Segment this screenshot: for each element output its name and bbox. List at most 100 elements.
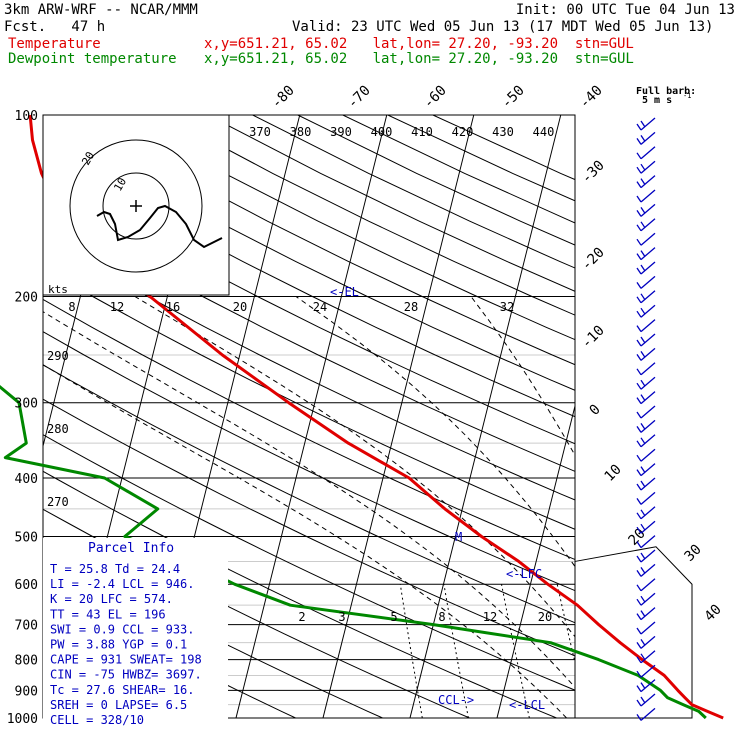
barb-staff bbox=[640, 290, 656, 304]
valid-time: Valid: 23 UTC Wed 05 Jun 13 (17 MDT Wed … bbox=[292, 19, 714, 35]
parcel-info-row: CIN = -75 HWBZ= 3697. bbox=[50, 668, 202, 682]
barb-flag bbox=[640, 480, 646, 488]
parcel-info-row: Tc = 27.6 SHEAR= 16. bbox=[50, 683, 195, 697]
barb-staff bbox=[640, 362, 656, 376]
theta-left-label: 280 bbox=[47, 422, 69, 436]
wind-barb bbox=[636, 506, 656, 520]
isotherm-line bbox=[322, 115, 475, 718]
isotherm-label: -20 bbox=[579, 245, 608, 274]
isotherm-label: 10 bbox=[602, 462, 625, 485]
moist-adiabat bbox=[43, 311, 575, 689]
barb-flag bbox=[636, 570, 642, 577]
barb-flag bbox=[640, 178, 646, 185]
barb-staff bbox=[640, 491, 656, 505]
barb-flag bbox=[636, 699, 642, 707]
barb-flag bbox=[640, 221, 646, 229]
isotherm-label: -70 bbox=[345, 83, 374, 112]
wind-barb bbox=[636, 131, 656, 145]
barb-flag bbox=[640, 207, 646, 214]
barb-staff bbox=[640, 549, 656, 563]
dry-adiabats bbox=[43, 115, 575, 718]
mixing-ratio-label: 20 bbox=[538, 610, 552, 624]
wind-barb bbox=[636, 535, 656, 549]
isotherm-line bbox=[671, 115, 740, 718]
barb-flag bbox=[636, 411, 642, 419]
dry-adiabat bbox=[252, 115, 575, 269]
mixing-ratio-line bbox=[674, 584, 713, 718]
wind-barb bbox=[636, 463, 656, 477]
barb-staff bbox=[640, 189, 656, 203]
dry-adiabat bbox=[43, 470, 558, 718]
isotherm-label: 40 bbox=[702, 602, 725, 625]
barb-flag bbox=[640, 682, 646, 689]
barb-flag bbox=[636, 714, 642, 721]
dry-adiabat bbox=[43, 150, 575, 418]
barb-flag bbox=[640, 610, 646, 617]
barb-flag bbox=[640, 379, 646, 387]
barb-staff bbox=[640, 175, 656, 189]
barb-legend-exponent: -1 bbox=[683, 92, 691, 100]
barb-staff bbox=[640, 247, 656, 261]
theta-label: 380 bbox=[290, 125, 312, 139]
barb-flag bbox=[640, 509, 646, 517]
parcel-info-title: Parcel Info bbox=[88, 541, 174, 556]
isotherm-label: 0 bbox=[587, 402, 604, 419]
moist-adiabat bbox=[705, 297, 740, 719]
hodograph-center bbox=[130, 200, 142, 212]
wind-barb bbox=[636, 218, 656, 232]
wind-barb bbox=[636, 275, 656, 289]
isotherm-line bbox=[409, 115, 562, 718]
moist-adiabat bbox=[606, 297, 740, 719]
barb-flag bbox=[640, 696, 646, 704]
barb-staff bbox=[640, 333, 656, 347]
pressure-label-500: 500 bbox=[15, 530, 38, 545]
barb-flag bbox=[636, 166, 642, 174]
barb-staff bbox=[640, 563, 656, 577]
barb-flag bbox=[636, 296, 642, 304]
wind-barb bbox=[636, 650, 656, 664]
barb-flag bbox=[636, 339, 642, 347]
barb-flag bbox=[636, 123, 642, 131]
barb-flag bbox=[636, 469, 642, 476]
barb-flag bbox=[636, 526, 642, 534]
moist-adiabat-label: 12 bbox=[110, 300, 124, 314]
forecast-hour: Fcst. 47 h bbox=[4, 19, 106, 35]
pressure-label-200: 200 bbox=[15, 291, 38, 306]
hodograph-ring-inner bbox=[102, 172, 170, 240]
wind-barb bbox=[636, 707, 656, 721]
model-title: 3km ARW-WRF -- NCAR/MMM bbox=[4, 2, 198, 18]
wind-barb bbox=[636, 117, 656, 131]
mixing-ratio-label: 8 bbox=[438, 610, 445, 624]
wind-barb bbox=[636, 578, 656, 592]
barb-staff bbox=[640, 707, 656, 721]
barb-staff bbox=[640, 635, 656, 649]
moist-adiabats bbox=[43, 296, 740, 719]
wind-barb bbox=[636, 621, 656, 635]
parcel-info-row: CELL = 328/10 bbox=[50, 713, 144, 727]
barb-flag bbox=[636, 253, 642, 260]
barb-staff bbox=[640, 434, 656, 448]
barb-flag bbox=[636, 642, 642, 649]
barb-staff bbox=[640, 391, 656, 405]
moist-adiabat-label: 8 bbox=[68, 300, 75, 314]
isotherm-line bbox=[496, 403, 575, 718]
dry-adiabat bbox=[43, 123, 575, 391]
barb-flag bbox=[636, 282, 642, 289]
wind-barb bbox=[636, 333, 656, 347]
temperature-legend: Temperature bbox=[8, 36, 101, 52]
theta-label: 370 bbox=[249, 125, 271, 139]
parcel-info-row: SREH = 0 LAPSE= 6.5 bbox=[50, 698, 187, 712]
dry-adiabat bbox=[207, 115, 575, 292]
moist-adiabat bbox=[43, 364, 567, 718]
wind-barb bbox=[636, 419, 656, 433]
dry-adiabat bbox=[43, 237, 575, 501]
barb-flag bbox=[640, 307, 646, 315]
barb-staff bbox=[640, 535, 656, 549]
isotherm-label: -30 bbox=[579, 158, 608, 187]
pressure-label-700: 700 bbox=[15, 619, 38, 634]
wind-barb bbox=[636, 319, 656, 333]
barb-flag bbox=[636, 584, 642, 592]
mixing-ratio-label: 3 bbox=[338, 610, 345, 624]
mixing-ratio-line bbox=[399, 584, 423, 718]
moist-adiabat bbox=[295, 296, 575, 568]
